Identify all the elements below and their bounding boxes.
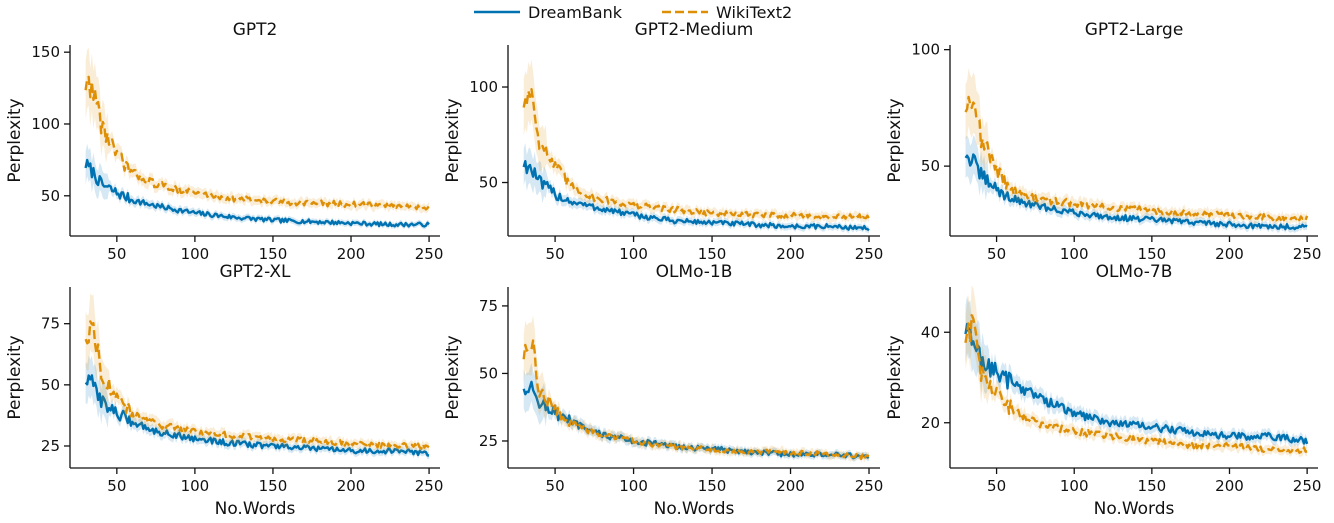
x-axis-label: No.Words	[215, 499, 296, 519]
y-tick-label: 40	[921, 323, 940, 341]
series-band-wikitext2	[523, 315, 869, 463]
y-tick-label: 50	[41, 376, 60, 394]
x-tick-label: 100	[619, 477, 648, 495]
y-tick-label: 25	[41, 437, 60, 455]
x-tick-label: 250	[415, 245, 444, 263]
y-tick-label: 150	[31, 43, 60, 61]
series-line-dreambank	[964, 322, 1309, 445]
x-tick-label: 50	[107, 245, 126, 263]
y-axis-label: Perplexity	[443, 335, 463, 419]
series-band-dreambank	[965, 135, 1308, 233]
x-tick-label: 50	[987, 477, 1006, 495]
x-tick-label: 100	[1060, 245, 1089, 263]
series-band-dreambank	[85, 143, 430, 230]
y-axis-label: Perplexity	[885, 335, 905, 419]
legend-label-wikitext2: WikiText2	[716, 3, 792, 22]
x-tick-label: 200	[1215, 245, 1244, 263]
y-tick-label: 100	[469, 78, 498, 96]
series-line-dreambank	[522, 160, 870, 232]
x-axis-label: No.Words	[654, 499, 735, 519]
x-tick-label: 250	[855, 245, 884, 263]
x-tick-label: 50	[987, 245, 1006, 263]
series-line-wikitext2	[964, 314, 1308, 454]
y-axis-label: Perplexity	[5, 335, 25, 419]
x-tick-label: 50	[546, 245, 565, 263]
panel-title: GPT2-Medium	[635, 20, 754, 40]
x-tick-label: 200	[776, 245, 805, 263]
x-tick-label: 250	[1293, 245, 1322, 263]
x-tick-label: 200	[1215, 477, 1244, 495]
x-tick-label: 150	[259, 477, 288, 495]
y-tick-label: 100	[911, 41, 940, 59]
x-tick-label: 150	[698, 477, 727, 495]
y-axis-label: Perplexity	[443, 98, 463, 182]
series-line-dreambank	[84, 374, 430, 457]
y-tick-label: 50	[41, 187, 60, 205]
legend: DreamBank WikiText2	[474, 3, 792, 22]
x-tick-label: 100	[1060, 477, 1089, 495]
y-tick-label: 25	[479, 432, 498, 450]
y-tick-label: 100	[31, 115, 60, 133]
panel-title: OLMo-7B	[1096, 262, 1173, 282]
x-tick-label: 200	[337, 245, 366, 263]
y-tick-label: 50	[479, 364, 498, 382]
x-tick-label: 100	[181, 477, 210, 495]
x-tick-label: 100	[181, 245, 210, 263]
series-band-dreambank	[965, 295, 1308, 449]
series-line-wikitext2	[964, 95, 1309, 222]
y-tick-label: 20	[921, 414, 940, 432]
y-tick-label: 75	[41, 315, 60, 333]
x-tick-label: 150	[259, 245, 288, 263]
series-line-dreambank	[964, 153, 1308, 231]
x-tick-label: 100	[619, 245, 648, 263]
y-axis-label: Perplexity	[885, 98, 905, 182]
series-band-wikitext2	[965, 285, 1308, 458]
panel-3: GPT2-XL 50 100 150 200 250 25 50 75 Perplexity No.…	[5, 262, 443, 519]
series-band-dreambank	[85, 355, 430, 460]
x-tick-label: 250	[415, 477, 444, 495]
y-tick-label: 50	[479, 174, 498, 192]
panel-title: OLMo-1B	[656, 262, 733, 282]
series-line-wikitext2	[84, 320, 430, 450]
series-line-wikitext2	[522, 88, 870, 221]
x-tick-label: 50	[107, 477, 126, 495]
panel-0: GPT2 50 100 150 200 250 50 100 150 Perplexity	[5, 20, 443, 263]
x-axis-label: No.Words	[1094, 499, 1175, 519]
x-tick-label: 250	[1293, 477, 1322, 495]
series-line-wikitext2	[522, 339, 870, 461]
x-tick-label: 200	[776, 477, 805, 495]
panel-1: GPT2-Medium 50 100 150 200 250 50 100 Perplexity	[443, 20, 883, 263]
x-tick-label: 200	[337, 477, 366, 495]
x-tick-label: 150	[1138, 477, 1167, 495]
series-line-dreambank	[84, 158, 430, 228]
series-band-wikitext2	[85, 47, 430, 214]
panel-5: OLMo-7B 50 100 150 200 250 20 40 Perplexity No.Wo…	[885, 262, 1321, 519]
x-tick-label: 250	[855, 477, 884, 495]
y-tick-label: 75	[479, 297, 498, 315]
series-line-wikitext2	[84, 75, 431, 211]
x-tick-label: 150	[1138, 245, 1167, 263]
y-axis-label: Perplexity	[5, 98, 25, 182]
legend-label-dreambank: DreamBank	[528, 3, 623, 22]
x-tick-label: 150	[698, 245, 727, 263]
x-tick-label: 50	[546, 477, 565, 495]
panel-title: GPT2	[233, 20, 278, 40]
panel-title: GPT2-Large	[1085, 20, 1184, 40]
y-tick-label: 50	[921, 157, 940, 175]
panel-title: GPT2-XL	[219, 262, 291, 282]
panel-2: GPT2-Large 50 100 150 200 250 50 100 Perplexity	[885, 20, 1321, 263]
panel-4: OLMo-1B 50 100 150 200 250 25 50 75 Perplexity No.…	[443, 262, 883, 519]
